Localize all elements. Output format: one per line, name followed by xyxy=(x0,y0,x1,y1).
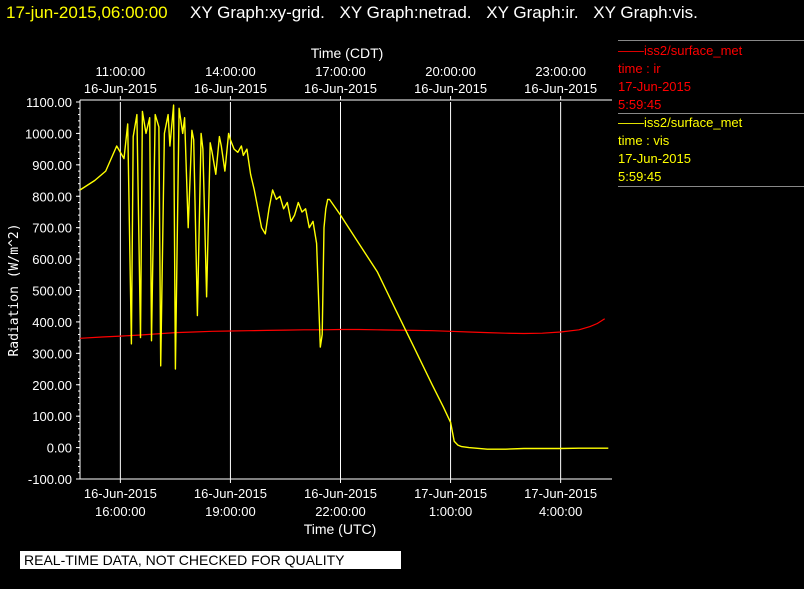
x-tick-top-label-date: 16-Jun-2015 xyxy=(194,81,267,96)
y-tick-label: 0.00 xyxy=(47,441,72,456)
y-tick-label: 200.00 xyxy=(32,378,72,393)
x-tick-label-date: 16-Jun-2015 xyxy=(84,486,157,501)
series-line-ir xyxy=(79,318,606,339)
graph-title-vis: XY Graph:vis. xyxy=(593,3,698,22)
x-axis-label-top: Time (CDT) xyxy=(311,45,384,61)
y-tick-label: 300.00 xyxy=(32,346,72,361)
x-tick-label-date: 17-Jun-2015 xyxy=(414,486,487,501)
series-line-vis xyxy=(79,104,609,450)
series-layer xyxy=(79,104,609,450)
grid-layer xyxy=(119,102,562,479)
x-tick-label-time: 22:00:00 xyxy=(315,504,366,519)
timestamp-label: 17-jun-2015,06:00:00 xyxy=(6,3,168,22)
legend-vis-time: 5:59:45 xyxy=(618,169,662,184)
x-tick-label-time: 16:00:00 xyxy=(95,504,146,519)
y-tick-label: 600.00 xyxy=(32,252,72,267)
x-tick-top-label-time: 17:00:00 xyxy=(315,64,366,79)
x-tick-top-label-date: 16-Jun-2015 xyxy=(414,81,487,96)
legend-ir: ——iss2/surface_met time : ir 17-Jun-2015… xyxy=(618,42,804,114)
y-tick-label: 700.00 xyxy=(32,221,72,236)
x-tick-top-label-date: 16-Jun-2015 xyxy=(84,81,157,96)
x-tick-top-label-time: 14:00:00 xyxy=(205,64,256,79)
y-tick-label: 400.00 xyxy=(32,315,72,330)
x-tick-label-time: 19:00:00 xyxy=(205,504,256,519)
graph-title-netrad: XY Graph:netrad. xyxy=(339,3,472,22)
y-tick-label: 1100.00 xyxy=(26,95,72,110)
axis-layer: -100.00 0.00 100.00 200.00 300.00 400.00 500.0… xyxy=(25,64,612,519)
legend-ir-time: 5:59:45 xyxy=(618,97,662,112)
legend-vis-date: 17-Jun-2015 xyxy=(618,151,691,166)
x-tick-top-label-date: 16-Jun-2015 xyxy=(524,81,597,96)
y-tick-label: 500.00 xyxy=(32,284,72,299)
y-tick-label: 1000.00 xyxy=(25,126,72,141)
y-axis-label: Radiation (W/m^2) xyxy=(7,223,22,356)
y-tick-label: 800.00 xyxy=(32,189,72,204)
x-tick-top-label-date: 16-Jun-2015 xyxy=(304,81,377,96)
y-tick-label: -100.00 xyxy=(28,472,72,487)
graph-title-xy-grid: XY Graph:xy-grid. xyxy=(190,3,325,22)
legend-vis: ——iss2/surface_met time : vis 17-Jun-201… xyxy=(618,114,804,186)
x-tick-top-label-time: 20:00:00 xyxy=(425,64,476,79)
y-tick-label: 900.00 xyxy=(32,158,72,173)
legend-vis-var: time : vis xyxy=(618,133,670,148)
y-tick-label: 100.00 xyxy=(32,409,72,424)
x-tick-label-date: 17-Jun-2015 xyxy=(524,486,597,501)
legend-ir-date: 17-Jun-2015 xyxy=(618,79,691,94)
x-tick-label-time: 1:00:00 xyxy=(429,504,472,519)
legend-ir-station: ——iss2/surface_met xyxy=(618,43,743,58)
graph-title-ir: XY Graph:ir. xyxy=(486,3,579,22)
quality-disclaimer: REAL-TIME DATA, NOT CHECKED FOR QUALITY xyxy=(20,551,401,569)
x-tick-label-date: 16-Jun-2015 xyxy=(304,486,377,501)
x-tick-label-date: 16-Jun-2015 xyxy=(194,486,267,501)
x-tick-label-time: 4:00:00 xyxy=(539,504,582,519)
x-axis-label-bottom: Time (UTC) xyxy=(304,521,377,537)
legend-vis-station: ——iss2/surface_met xyxy=(618,115,743,130)
legend-divider xyxy=(618,186,804,187)
legend-divider xyxy=(618,113,804,114)
legend-divider xyxy=(618,40,804,41)
x-tick-top-label-time: 11:00:00 xyxy=(96,64,146,79)
header-bar: 17-jun-2015,06:00:00 XY Graph:xy-grid. X… xyxy=(0,0,804,30)
legend-ir-var: time : ir xyxy=(618,61,661,76)
graph-titles: XY Graph:xy-grid. XY Graph:netrad. XY Gr… xyxy=(190,3,708,23)
x-tick-top-label-time: 23:00:00 xyxy=(535,64,586,79)
